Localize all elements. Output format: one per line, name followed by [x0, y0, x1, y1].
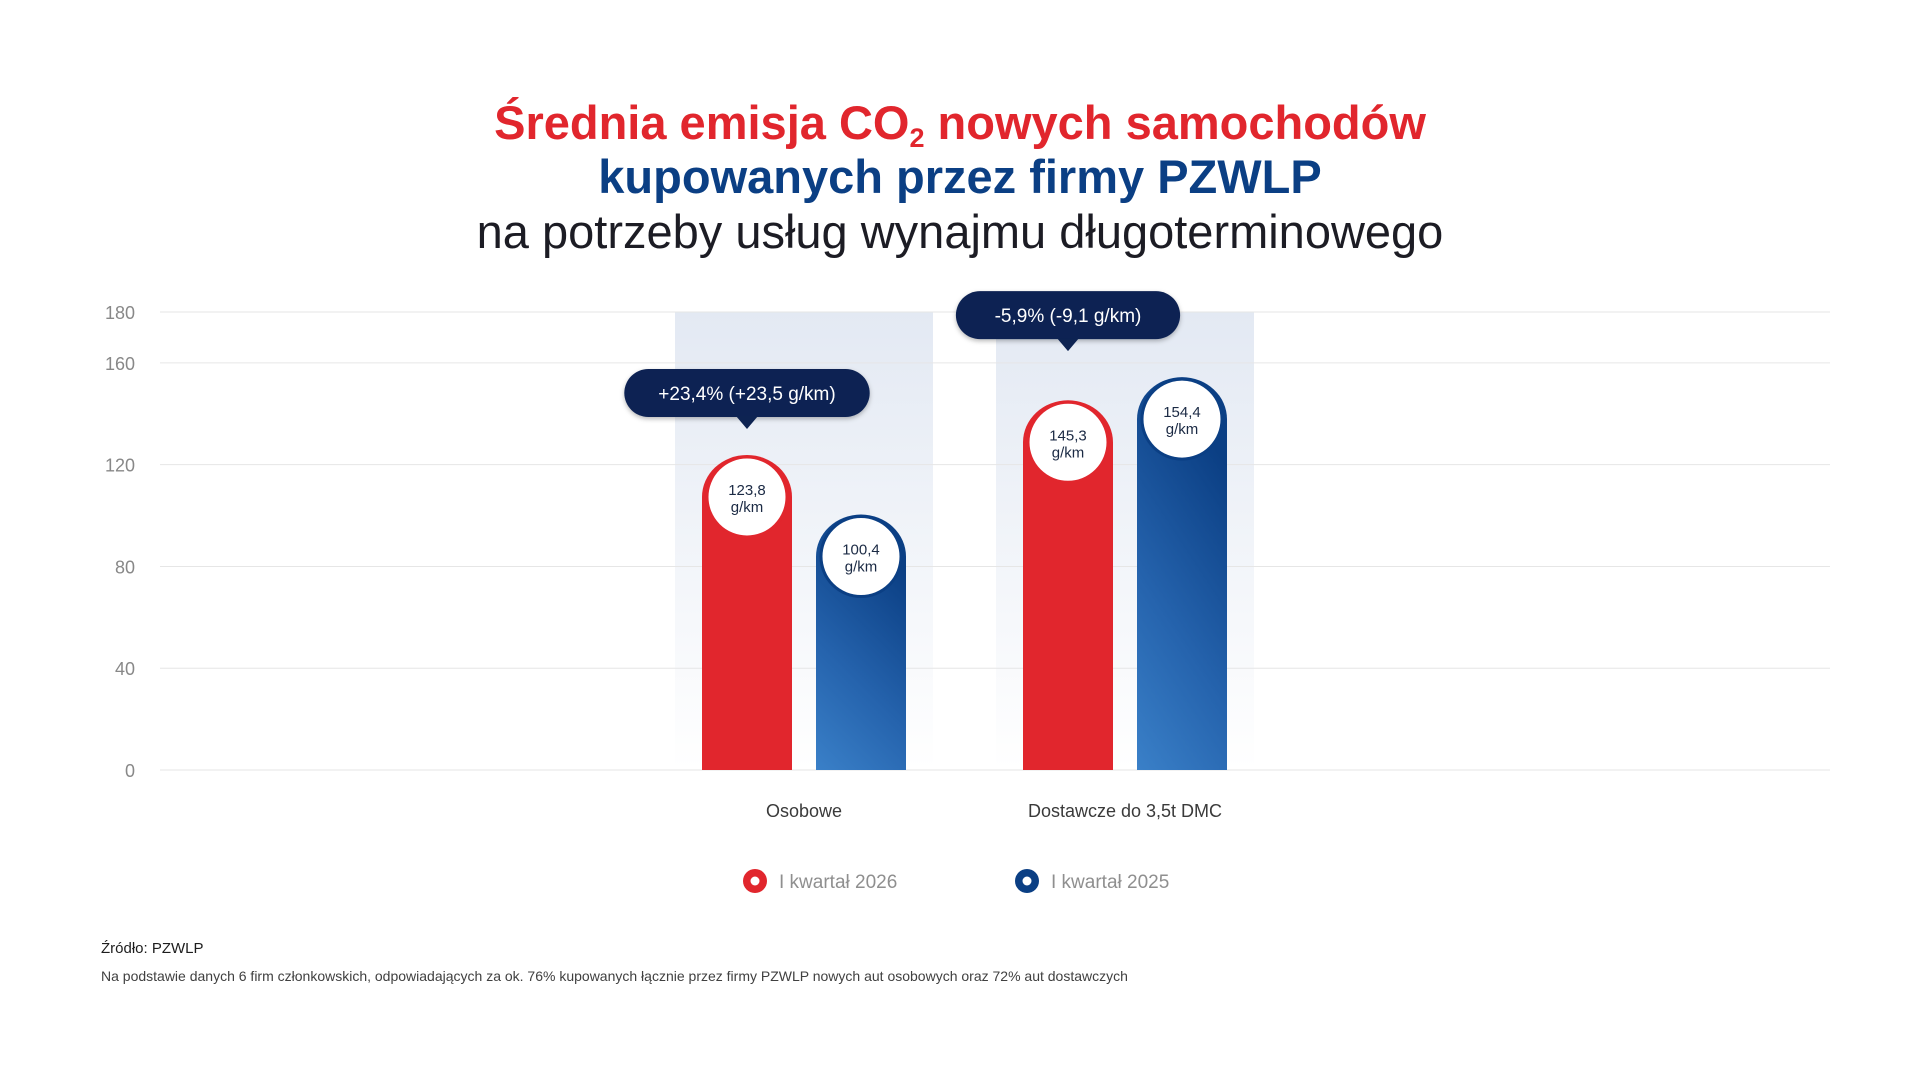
legend-label: I kwartał 2026 — [779, 872, 897, 893]
legend-item: I kwartał 2025 — [1015, 869, 1169, 893]
value-badge — [705, 455, 789, 539]
y-tick-label: 40 — [115, 659, 135, 679]
legend-label: I kwartał 2025 — [1051, 872, 1169, 893]
bar — [1137, 377, 1227, 770]
bar — [1023, 400, 1113, 770]
data-label-unit: g/km — [731, 499, 764, 516]
callout-bubble — [955, 291, 1181, 340]
title-line-3: na potrzeby usług wynajmu długoterminowe… — [476, 205, 1444, 258]
x-category-label: Osobowe — [766, 801, 842, 821]
value-badge — [819, 515, 903, 599]
data-label-value: 123,8 — [728, 482, 766, 499]
methodology-note: Na podstawie danych 6 firm członkowskich… — [101, 968, 1128, 984]
x-category-label: Dostawcze do 3,5t DMC — [1028, 801, 1222, 821]
data-label-unit: g/km — [1166, 421, 1199, 438]
value-badge — [1026, 400, 1110, 484]
source-note: Źródło: PZWLP — [101, 940, 204, 957]
legend-marker-dot — [1022, 876, 1032, 886]
title-line-1: Średnia emisja CO2 nowych samochodów — [494, 96, 1426, 153]
y-tick-label: 0 — [125, 761, 135, 781]
callout-text: -5,9% (-9,1 g/km) — [995, 306, 1142, 327]
data-label-value: 154,4 — [1163, 404, 1201, 421]
y-tick-label: 180 — [105, 303, 135, 323]
callout-pointer — [1057, 338, 1079, 352]
value-badge — [1140, 377, 1224, 461]
callout-pointer — [736, 415, 758, 429]
y-tick-label: 160 — [105, 354, 135, 374]
legend-marker-dot — [750, 876, 760, 886]
chart-title: Średnia emisja CO2 nowych samochodów kup… — [0, 96, 1920, 260]
legend-item: I kwartał 2026 — [743, 869, 897, 893]
change-callout: -5,9% (-9,1 g/km) — [955, 291, 1181, 352]
y-tick-label: 120 — [105, 456, 135, 476]
data-label-unit: g/km — [845, 559, 878, 576]
title-line-2: kupowanych przez firmy PZWLP — [598, 150, 1322, 203]
bar — [702, 454, 792, 770]
change-callout: +23,4% (+23,5 g/km) — [624, 368, 870, 429]
data-label-unit: g/km — [1052, 444, 1085, 461]
y-tick-label: 80 — [115, 557, 135, 577]
callout-text: +23,4% (+23,5 g/km) — [658, 384, 835, 405]
data-label-value: 145,3 — [1049, 427, 1087, 444]
data-label-value: 100,4 — [842, 542, 880, 559]
callout-bubble — [624, 368, 870, 417]
